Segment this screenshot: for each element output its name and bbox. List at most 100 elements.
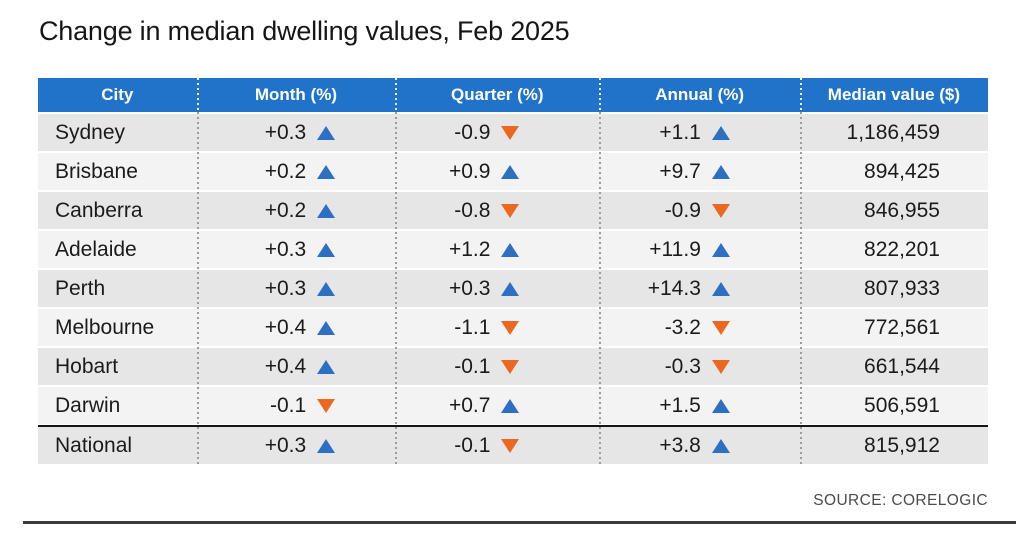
trend-up-icon (711, 398, 730, 413)
trend-up-icon (317, 359, 336, 374)
table-header-row: City Month (%) Quarter (%) Annual (%) Me… (38, 78, 988, 112)
annual-change-value: +14.3 (647, 276, 701, 300)
column-divider-icon (799, 78, 802, 112)
trend-down-icon (501, 359, 520, 374)
table-row: Brisbane +0.2 +0.9 +9.7 894,425 (38, 153, 988, 190)
city-label: Brisbane (55, 159, 138, 183)
month-change-cell: +0.2 (197, 192, 396, 229)
quarter-change-cell: -0.8 (395, 192, 599, 229)
trend-down-icon (711, 320, 730, 335)
annual-change-cell: +9.7 (599, 153, 799, 190)
quarter-change-cell: +0.9 (395, 153, 599, 190)
trend-up-icon (711, 125, 730, 140)
trend-up-icon (501, 398, 520, 413)
column-divider-icon (599, 78, 602, 112)
month-change-value: +0.3 (264, 276, 307, 300)
quarter-change-cell: +0.7 (395, 387, 599, 424)
column-header-annual: Annual (%) (655, 85, 745, 104)
median-value-label: 1,186,459 (846, 120, 940, 144)
trend-up-icon (711, 164, 730, 179)
median-value-label: 846,955 (864, 198, 940, 222)
quarter-change-value: -1.1 (454, 315, 491, 339)
city-cell: Melbourne (38, 309, 197, 346)
month-change-value: +0.2 (264, 198, 307, 222)
trend-down-icon (317, 398, 336, 413)
annual-change-value: +1.1 (659, 120, 701, 144)
annual-change-cell: +14.3 (599, 270, 799, 307)
city-cell: Perth (38, 270, 197, 307)
month-change-value: +0.4 (264, 315, 307, 339)
source-credit: SOURCE: CORELOGIC (813, 492, 988, 509)
city-cell: Canberra (38, 192, 197, 229)
table-row: National +0.3 -0.1 +3.8 815,912 (38, 425, 988, 464)
city-cell: Adelaide (38, 231, 197, 268)
quarter-change-cell: -0.1 (395, 348, 599, 385)
annual-change-value: +9.7 (659, 159, 701, 183)
annual-change-cell: +1.1 (599, 114, 799, 151)
trend-up-icon (711, 438, 730, 453)
city-label: Hobart (55, 354, 119, 378)
trend-down-icon (501, 438, 520, 453)
quarter-change-cell: -0.9 (395, 114, 599, 151)
month-change-value: +0.3 (264, 237, 307, 261)
month-change-cell: -0.1 (197, 387, 396, 424)
median-value-label: 807,933 (864, 276, 940, 300)
city-label: Canberra (55, 198, 143, 222)
table-row: Sydney +0.3 -0.9 +1.1 1,186,459 (38, 114, 988, 151)
city-label: Adelaide (55, 237, 137, 261)
trend-up-icon (317, 203, 336, 218)
annual-change-cell: +3.8 (599, 427, 799, 464)
median-value-cell: 772,561 (800, 309, 988, 346)
city-cell: Brisbane (38, 153, 197, 190)
trend-up-icon (317, 125, 336, 140)
median-value-cell: 506,591 (800, 387, 988, 424)
trend-down-icon (501, 203, 520, 218)
trend-up-icon (501, 281, 520, 296)
city-label: Sydney (55, 120, 126, 144)
trend-up-icon (501, 242, 520, 257)
annual-change-cell: -3.2 (599, 309, 799, 346)
column-divider-icon (599, 112, 602, 464)
table-row: Darwin -0.1 +0.7 +1.5 506,591 (38, 387, 988, 424)
column-header-median-value: Median value ($) (827, 85, 961, 104)
month-change-cell: +0.3 (197, 114, 396, 151)
city-cell: National (38, 427, 197, 464)
trend-down-icon (711, 203, 730, 218)
quarter-change-value: +1.2 (448, 237, 491, 261)
month-change-cell: +0.3 (197, 270, 396, 307)
column-divider-icon (196, 112, 199, 464)
column-divider-icon (196, 78, 199, 112)
column-divider-icon (395, 78, 398, 112)
table-body: Sydney +0.3 -0.9 +1.1 1,186,459 Brisbane… (38, 114, 988, 464)
median-value-cell: 894,425 (800, 153, 988, 190)
city-cell: Sydney (38, 114, 197, 151)
median-value-cell: 815,912 (800, 427, 988, 464)
trend-up-icon (317, 438, 336, 453)
quarter-change-cell: -1.1 (395, 309, 599, 346)
table-row: Hobart +0.4 -0.1 -0.3 661,544 (38, 348, 988, 385)
column-header-city: City (101, 85, 134, 104)
annual-change-value: -0.3 (664, 354, 701, 378)
city-cell: Hobart (38, 348, 197, 385)
quarter-change-cell: -0.1 (395, 427, 599, 464)
trend-up-icon (317, 164, 336, 179)
city-label: Perth (55, 276, 106, 300)
quarter-change-value: -0.1 (454, 354, 491, 378)
table-row: Canberra +0.2 -0.8 -0.9 846,955 (38, 192, 988, 229)
month-change-cell: +0.3 (197, 231, 396, 268)
annual-change-cell: +1.5 (599, 387, 799, 424)
trend-down-icon (501, 320, 520, 335)
month-change-value: +0.2 (264, 159, 307, 183)
trend-down-icon (711, 359, 730, 374)
quarter-change-cell: +0.3 (395, 270, 599, 307)
quarter-change-value: +0.3 (448, 276, 491, 300)
quarter-change-value: +0.9 (448, 159, 491, 183)
median-value-cell: 1,186,459 (800, 114, 988, 151)
month-change-value: -0.1 (270, 393, 307, 417)
month-change-cell: +0.3 (197, 427, 396, 464)
trend-up-icon (501, 164, 520, 179)
month-change-value: +0.4 (264, 354, 307, 378)
trend-up-icon (317, 281, 336, 296)
month-change-cell: +0.2 (197, 153, 396, 190)
month-change-value: +0.3 (264, 120, 307, 144)
